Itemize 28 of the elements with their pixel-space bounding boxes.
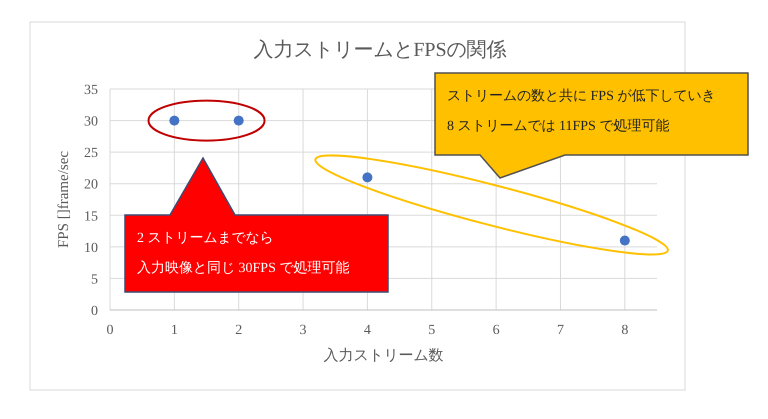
x-tick-label: 1 [170,323,178,338]
x-tick-label: 4 [364,323,371,338]
y-axis-title: FPS []frame/sec [56,150,72,248]
y-tick-label: 35 [84,83,98,98]
y-tick-label: 5 [91,272,98,288]
annotation: 入力映像と同じ 30FPS で処理可能 [137,260,350,276]
chart-title: 入力ストリームとFPSの関係 [253,39,507,61]
annotation: ストリームの数と共に FPS が低下していき [447,88,716,104]
x-tick-label: 7 [556,323,564,338]
point [620,236,630,246]
y-tick-label: 0 [91,304,98,319]
x-tick-label: 2 [235,323,242,338]
y-tick-label: 15 [84,209,98,224]
point [169,116,180,126]
x-tick-label: 5 [428,323,436,338]
point [234,116,244,126]
x-tick-label: 8 [621,323,628,338]
annotation: 2 ストリームまでなら [137,231,274,246]
x-tick-label: 0 [106,323,114,338]
x-tick-label: 6 [492,323,500,338]
x-tick-label: 3 [300,323,307,338]
y-tick-label: 30 [84,114,98,130]
point [362,172,372,182]
annotation: 8 ストリームでは 11FPS で処理可能 [447,118,670,134]
y-tick-label: 10 [84,240,98,256]
x-axis-title: 入力ストリーム数 [324,347,444,364]
y-tick-label: 20 [84,178,98,193]
y-tick-label: 25 [84,146,98,162]
